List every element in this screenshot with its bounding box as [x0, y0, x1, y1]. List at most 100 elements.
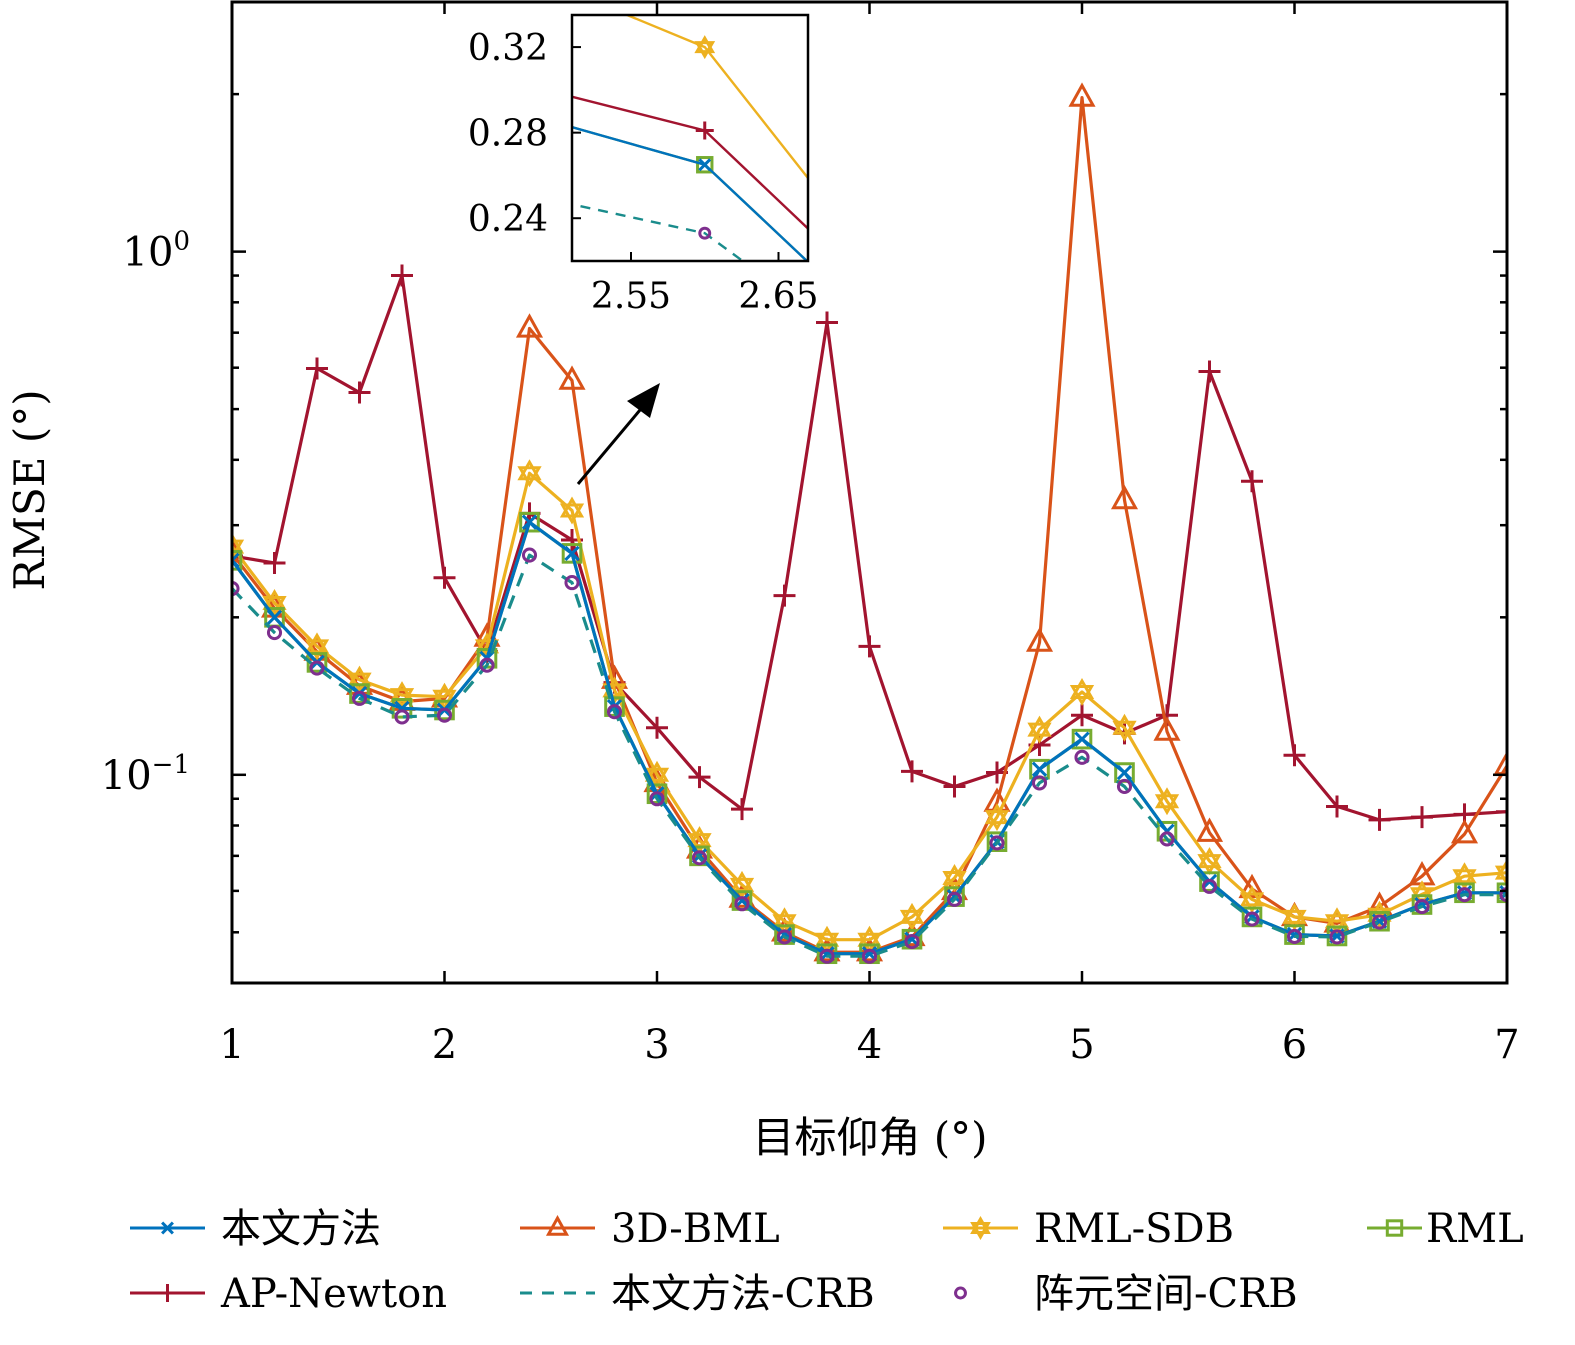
data-point-阵元空间-CRB: [436, 707, 453, 723]
data-point-阵元空间-CRB: [479, 657, 495, 673]
inset-x-tick-label: 2.55: [591, 276, 671, 317]
inset-axes: 2.55 2.65 0.24 0.28 0.32: [468, 28, 819, 317]
data-point-阵元空间-CRB: [521, 547, 538, 563]
x-tick-label: 2: [432, 1022, 457, 1068]
data-point-RML-SDB-b: [262, 596, 287, 618]
data-point-阵元空间-CRB: [1286, 928, 1303, 944]
data-point-RML-SDB-b: [347, 672, 372, 694]
legend-label: RML-SDB: [1034, 1206, 1234, 1252]
x-tick-label: 1: [219, 1022, 244, 1068]
data-point-阵元空间-CRB: [776, 929, 793, 945]
legend-item-RML: RML: [1367, 1206, 1524, 1252]
data-point-本文方法: [1031, 761, 1048, 777]
data-point-本文方法: [1116, 764, 1133, 781]
legend-marker-icon: [161, 1221, 174, 1235]
legend-marker-icon-b: [970, 1222, 991, 1240]
legend: 本文方法 3D-BML RML-SDB RML AP-Newton 本文方法-CRB 阵元空…: [130, 1206, 1524, 1317]
series-line-AP-Newton: [232, 274, 1508, 822]
data-point-AP-Newton: [646, 716, 668, 739]
inset-x-tick-label: 2.65: [738, 276, 818, 317]
data-point-3D-BML: [1238, 873, 1266, 899]
data-point-RML: [604, 696, 625, 717]
inset-y-tick-label: 0.24: [468, 199, 548, 240]
legend-item-本文方法: 本文方法: [130, 1206, 381, 1252]
data-point-RML-SDB: [1452, 862, 1477, 884]
data-point-阵元空间-CRB: [649, 791, 665, 807]
data-point-阵元空间-CRB: [1031, 775, 1048, 791]
data-point-AP-Newton: [1156, 704, 1178, 727]
data-point-RML-SDB-b: [232, 539, 245, 561]
data-point-AP-Newton: [731, 798, 753, 821]
data-point-阵元空间-CRB: [1371, 914, 1388, 930]
data-point-AP-Newton: [1411, 806, 1433, 829]
data-point-RML-SDB: [517, 459, 542, 481]
data-point-阵元空间-CRB: [1116, 778, 1133, 795]
data-point-阵元空间-CRB: [564, 575, 580, 591]
data-point-3D-BML: [1025, 627, 1054, 652]
data-point-RML: [1369, 910, 1390, 932]
data-point-阵元空间-CRB: [1456, 887, 1473, 903]
data-point-阵元空间-CRB: [1074, 749, 1090, 765]
x-tick-label: 6: [1282, 1022, 1307, 1068]
data-point-AP-Newton: [263, 552, 286, 575]
data-point-RML-SDB: [694, 35, 716, 54]
data-point-3D-BML: [1068, 82, 1096, 107]
data-point-3D-BML: [1450, 819, 1479, 844]
data-point-阵元空间-CRB: [1414, 898, 1430, 915]
data-point-RML-SDB-b: [1239, 892, 1265, 914]
data-point-RML-SDB-b: [1197, 854, 1222, 876]
data-point-阵元空间-CRB: [698, 226, 712, 240]
data-point-RML-SDB-b: [1154, 794, 1180, 816]
data-point-阵元空间-CRB: [394, 709, 410, 725]
data-point-阵元空间-CRB: [232, 580, 240, 597]
y-tick-label: 10−1: [101, 750, 190, 799]
data-point-阵元空间-CRB: [1329, 929, 1345, 945]
data-point-AP-Newton: [1368, 808, 1391, 831]
data-point-RML-SDB-b: [814, 932, 840, 954]
data-point-AP-Newton: [1283, 744, 1306, 767]
data-point-阵元空间-CRB: [904, 934, 920, 950]
data-point-本文方法: [521, 514, 538, 530]
data-point-阵元空间-CRB: [606, 704, 623, 720]
data-point-RML-SDB-b: [432, 689, 457, 711]
data-point-RML-SDB-b: [687, 833, 712, 855]
data-point-3D-BML: [1195, 817, 1224, 842]
data-point-RML-SDB: [1282, 902, 1307, 924]
data-point-3D-BML: [515, 313, 544, 338]
data-point-RML-SDB-b: [729, 877, 755, 899]
data-point-AP-Newton: [1071, 704, 1093, 727]
data-point-阵元空间-CRB: [946, 891, 963, 907]
data-point-AP-Newton: [1326, 795, 1348, 818]
data-point-RML-SDB-b: [389, 688, 415, 710]
data-point-RML-SDB-b: [517, 466, 542, 488]
data-point-RML-SDB-b: [559, 503, 585, 525]
data-point-阵元空间-CRB: [1244, 911, 1260, 927]
data-point-阵元空间-CRB: [734, 896, 750, 912]
legend-label: RML: [1426, 1206, 1524, 1252]
legend-item-RML-SDB: RML-SDB: [943, 1206, 1234, 1252]
data-point-RML: [349, 683, 370, 704]
x-tick-label: 7: [1494, 1022, 1519, 1068]
data-point-阵元空间-CRB: [989, 835, 1005, 851]
inset-y-tick-label: 0.28: [468, 114, 548, 155]
data-point-RML-SDB-b: [1282, 909, 1307, 931]
data-point-阵元空间-CRB: [1159, 831, 1175, 847]
data-point-阵元空间-CRB: [309, 660, 325, 676]
data-point-AP-Newton: [306, 357, 328, 380]
data-point-RML-SDB: [1154, 787, 1180, 809]
data-point-RML-SDB: [1027, 715, 1052, 737]
data-point-阵元空间-CRB: [819, 948, 835, 964]
legend-label: AP-Newton: [220, 1271, 447, 1317]
data-point-阵元空间-CRB: [266, 625, 283, 641]
data-point-AP-Newton: [695, 121, 714, 140]
x-tick-label: 3: [644, 1022, 669, 1068]
data-point-RML-SDB-b: [644, 767, 670, 789]
legend-label: 本文方法: [221, 1206, 381, 1252]
data-point-本文方法: [232, 552, 240, 568]
data-point-RML-SDB: [1197, 847, 1222, 869]
series-line-本文方法-CRB: [232, 553, 1507, 958]
legend-item-本文方法-CRB: 本文方法-CRB: [520, 1271, 875, 1317]
data-point-AP-Newton: [816, 311, 838, 334]
y-tick-exponent: −1: [152, 750, 190, 780]
